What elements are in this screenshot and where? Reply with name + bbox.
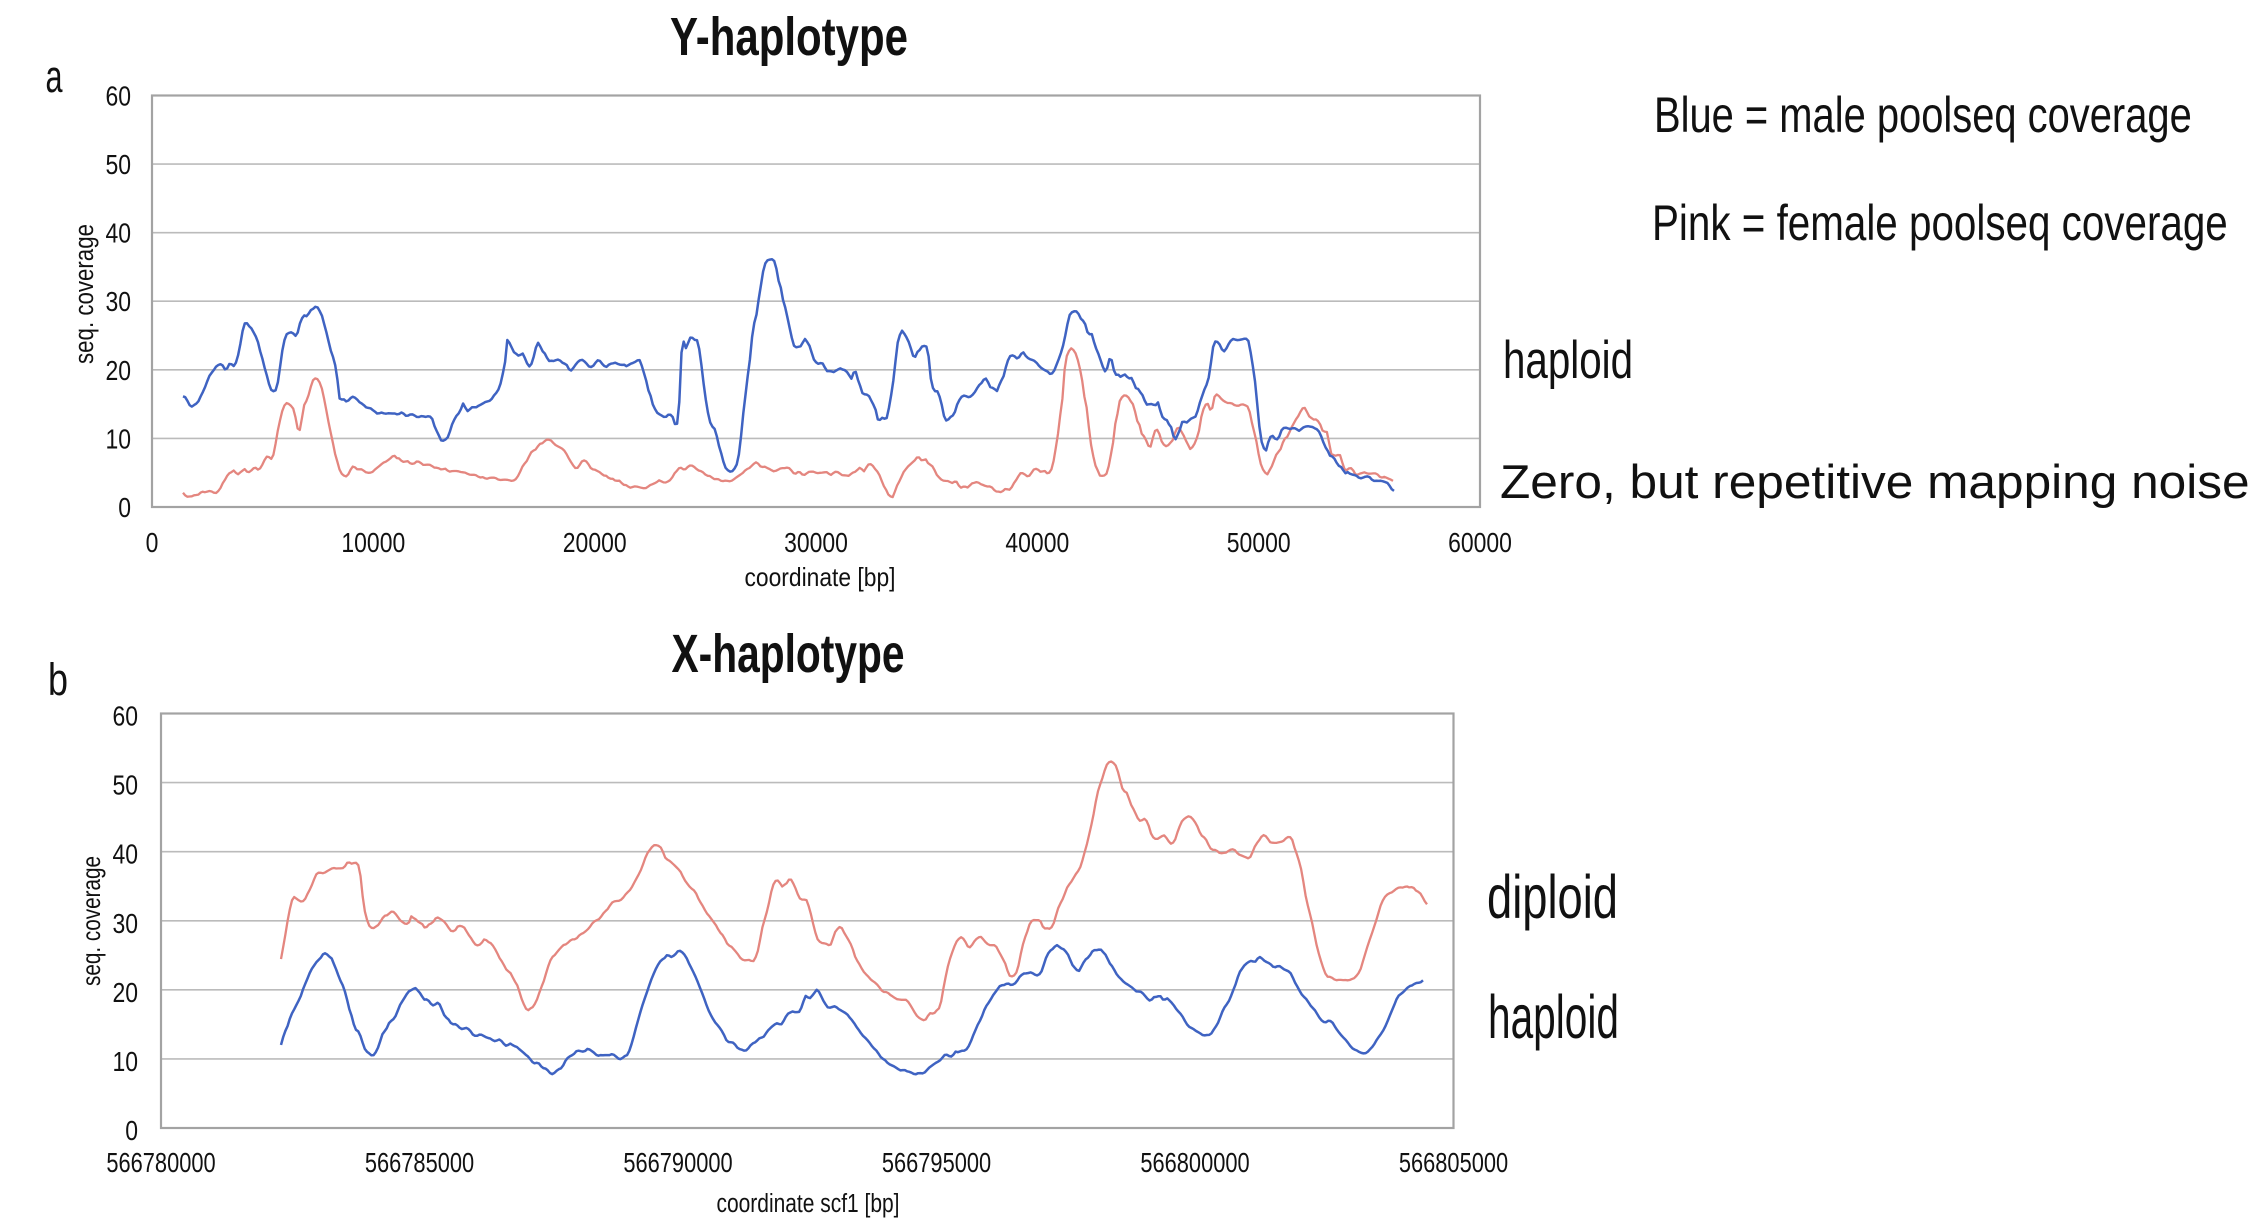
svg-text:seq. coverage: seq. coverage	[70, 224, 99, 364]
svg-text:b: b	[48, 654, 68, 705]
svg-text:Blue = male poolseq coverage: Blue = male poolseq coverage	[1654, 87, 2192, 143]
svg-text:60: 60	[105, 81, 131, 112]
svg-text:566800000: 566800000	[1140, 1147, 1249, 1178]
svg-text:Pink = female poolseq coverage: Pink = female poolseq coverage	[1652, 195, 2228, 251]
svg-text:30: 30	[112, 909, 138, 940]
svg-text:20: 20	[105, 356, 131, 387]
svg-text:566785000: 566785000	[365, 1147, 474, 1178]
svg-text:10: 10	[105, 424, 131, 455]
svg-text:566790000: 566790000	[623, 1147, 732, 1178]
svg-text:X-haplotype: X-haplotype	[672, 625, 905, 685]
svg-text:seq. coverage: seq. coverage	[77, 856, 106, 986]
svg-text:20000: 20000	[563, 528, 627, 559]
svg-text:Y-haplotype: Y-haplotype	[670, 7, 908, 67]
svg-text:60: 60	[112, 701, 138, 732]
svg-text:50000: 50000	[1227, 528, 1291, 559]
svg-text:50: 50	[105, 150, 131, 181]
svg-text:60000: 60000	[1448, 528, 1512, 559]
svg-text:40: 40	[105, 219, 131, 250]
svg-text:30000: 30000	[784, 528, 848, 559]
svg-text:coordinate [bp]: coordinate [bp]	[745, 564, 896, 593]
svg-text:a: a	[46, 52, 63, 102]
svg-text:30: 30	[105, 287, 131, 318]
svg-text:50: 50	[112, 771, 138, 802]
svg-text:566780000: 566780000	[106, 1147, 215, 1178]
svg-text:0: 0	[125, 1116, 138, 1147]
svg-text:diploid: diploid	[1487, 864, 1618, 932]
svg-text:haploid: haploid	[1503, 330, 1633, 390]
svg-text:40000: 40000	[1005, 528, 1069, 559]
svg-text:haploid: haploid	[1488, 983, 1619, 1051]
svg-text:20: 20	[112, 978, 138, 1009]
svg-text:40: 40	[112, 840, 138, 871]
svg-text:0: 0	[118, 493, 131, 524]
svg-text:coordinate scf1 [bp]: coordinate scf1 [bp]	[717, 1190, 900, 1219]
svg-text:10: 10	[112, 1047, 138, 1078]
svg-text:10000: 10000	[341, 528, 405, 559]
svg-text:566805000: 566805000	[1399, 1147, 1508, 1178]
svg-text:566795000: 566795000	[882, 1147, 991, 1178]
svg-text:0: 0	[146, 528, 159, 559]
svg-text:Zero, but repetitive mapping n: Zero, but repetitive mapping noise	[1500, 456, 2250, 509]
